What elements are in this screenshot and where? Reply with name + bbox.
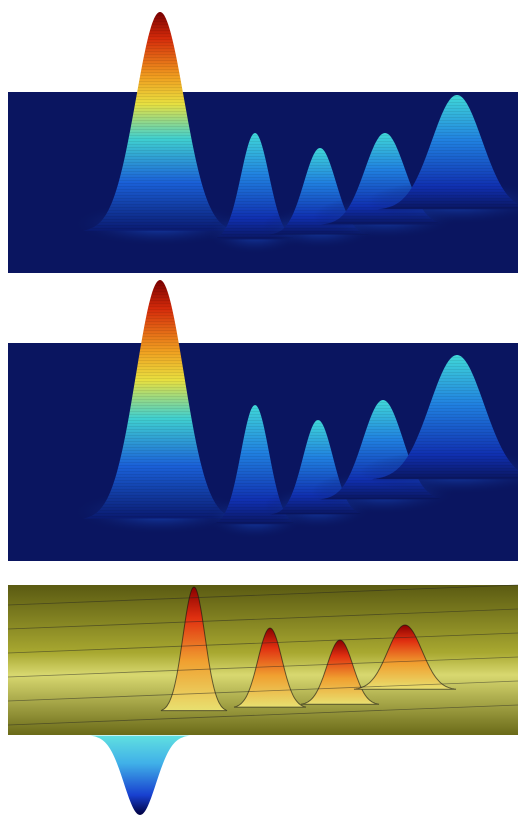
- surface-renderings: [0, 0, 518, 817]
- page: {}: [0, 0, 518, 817]
- trough: [90, 736, 190, 815]
